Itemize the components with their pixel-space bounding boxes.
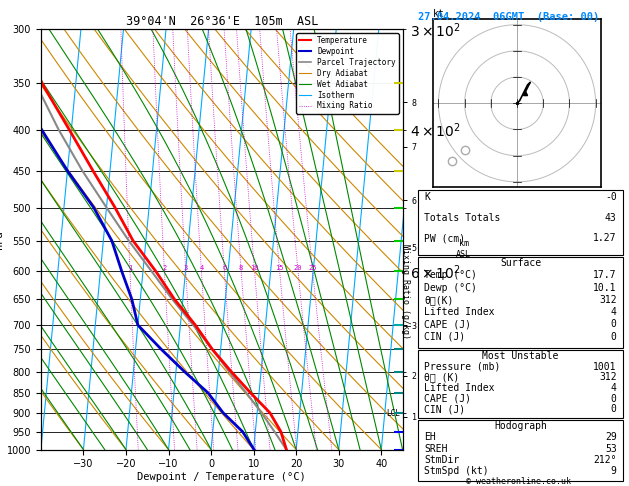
Text: 10: 10 [250,265,259,271]
Text: 29: 29 [605,433,616,442]
Text: 0: 0 [611,394,616,403]
Text: CIN (J): CIN (J) [425,404,465,414]
Text: Lifted Index: Lifted Index [425,307,495,317]
Text: 4: 4 [611,307,616,317]
Text: 312: 312 [599,372,616,382]
Text: StmSpd (kt): StmSpd (kt) [425,466,489,476]
Text: Hodograph: Hodograph [494,421,547,432]
Text: 17.7: 17.7 [593,270,616,280]
Text: 25: 25 [308,265,316,271]
Text: 10.1: 10.1 [593,282,616,293]
Text: 312: 312 [599,295,616,305]
Text: -0: -0 [605,192,616,203]
Text: 8: 8 [239,265,243,271]
Text: 1001: 1001 [593,362,616,372]
Text: CIN (J): CIN (J) [425,331,465,342]
Title: 39°04'N  26°36'E  105m  ASL: 39°04'N 26°36'E 105m ASL [126,15,318,28]
Text: 0: 0 [611,404,616,414]
Text: LCL: LCL [387,409,401,418]
Text: 2: 2 [162,265,167,271]
Text: K: K [425,192,430,203]
Text: 27.04.2024  06GMT  (Base: 00): 27.04.2024 06GMT (Base: 00) [418,12,599,22]
Text: CAPE (J): CAPE (J) [425,319,471,330]
Text: EH: EH [425,433,436,442]
Text: Surface: Surface [500,258,541,268]
Y-axis label: hPa: hPa [0,230,4,249]
Text: 4: 4 [611,383,616,393]
Text: 6: 6 [222,265,226,271]
Legend: Temperature, Dewpoint, Parcel Trajectory, Dry Adiabat, Wet Adiabat, Isotherm, Mi: Temperature, Dewpoint, Parcel Trajectory… [296,33,399,114]
Y-axis label: km
ASL: km ASL [456,239,471,259]
Text: StmDir: StmDir [425,455,460,465]
Text: 53: 53 [605,444,616,453]
Text: 212°: 212° [593,455,616,465]
Text: © weatheronline.co.uk: © weatheronline.co.uk [467,477,571,486]
Text: 20: 20 [294,265,302,271]
Text: 9: 9 [611,466,616,476]
Text: Lifted Index: Lifted Index [425,383,495,393]
Text: SREH: SREH [425,444,448,453]
Text: 0: 0 [611,331,616,342]
Text: 0: 0 [611,319,616,330]
Text: 1.27: 1.27 [593,233,616,243]
Text: θᴀ(K): θᴀ(K) [425,295,454,305]
Text: 15: 15 [276,265,284,271]
Text: 43: 43 [605,213,616,223]
X-axis label: Dewpoint / Temperature (°C): Dewpoint / Temperature (°C) [137,472,306,482]
Text: 1: 1 [128,265,132,271]
Text: Dewp (°C): Dewp (°C) [425,282,477,293]
Text: 4: 4 [199,265,203,271]
Text: Most Unstable: Most Unstable [482,351,559,362]
Text: CAPE (J): CAPE (J) [425,394,471,403]
Text: 3: 3 [184,265,188,271]
Text: θᴀ (K): θᴀ (K) [425,372,460,382]
Text: Temp (°C): Temp (°C) [425,270,477,280]
Text: Mixing Ratio (g/kg): Mixing Ratio (g/kg) [401,244,410,339]
Text: Pressure (mb): Pressure (mb) [425,362,501,372]
Text: PW (cm): PW (cm) [425,233,465,243]
Text: Totals Totals: Totals Totals [425,213,501,223]
Text: kt: kt [433,9,445,19]
